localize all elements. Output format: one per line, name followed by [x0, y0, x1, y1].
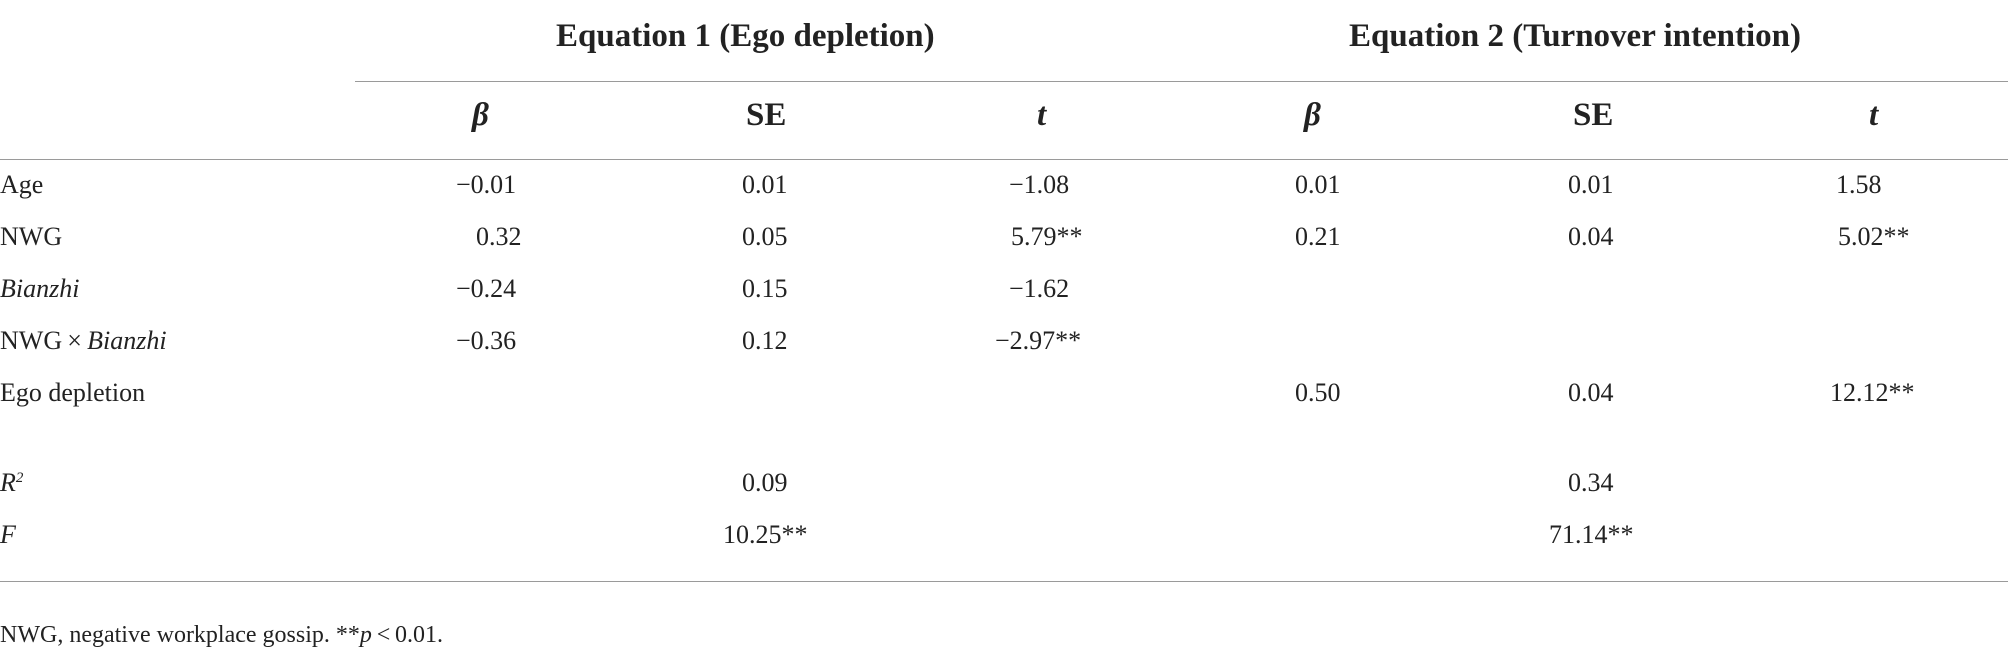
row-label-bianzhi: Bianzhi [0, 274, 80, 303]
cell-age-eq1-se: 0.01 [742, 170, 788, 199]
header-subrule [355, 81, 2008, 82]
cell-age-eq2-t: 1.58 [1836, 170, 1882, 199]
col-head-eq2-t: t [1869, 97, 1879, 133]
r-squared-superscript: 2 [15, 470, 24, 486]
r-squared-letter: R [0, 468, 16, 497]
row-label-nwg-x-prefix: NWG × [0, 326, 88, 355]
cell-interaction-eq1-se: 0.12 [742, 326, 788, 355]
col-head-eq1-beta: β [472, 97, 489, 133]
cell-f-eq2: 71.14** [1549, 520, 1634, 549]
cell-age-eq2-beta: 0.01 [1295, 170, 1341, 199]
cell-r2-eq2: 0.34 [1568, 468, 1614, 497]
group-title-equation-2: Equation 2 (Turnover intention) [1349, 18, 1802, 54]
cell-nwg-eq1-t: 5.79** [1011, 222, 1083, 251]
cell-f-eq1: 10.25** [723, 520, 808, 549]
col-head-eq2-beta: β [1304, 97, 1321, 133]
cell-nwg-eq2-se: 0.04 [1568, 222, 1614, 251]
row-label-bianzhi-italic: Bianzhi [87, 326, 167, 355]
cell-bianzhi-eq1-se: 0.15 [742, 274, 788, 303]
footnote-tail: < 0.01. [371, 622, 444, 648]
cell-bianzhi-eq1-t: −1.62 [1009, 274, 1070, 303]
cell-interaction-eq1-t: −2.97** [995, 326, 1082, 355]
cell-ego-eq2-t: 12.12** [1830, 378, 1915, 407]
row-label-nwg-x-bianzhi: NWG × Bianzhi [0, 326, 167, 356]
cell-ego-eq2-se: 0.04 [1568, 378, 1614, 407]
cell-ego-eq2-beta: 0.50 [1295, 378, 1341, 407]
header-bottom-rule [0, 159, 2008, 160]
col-head-eq2-se: SE [1573, 97, 1614, 133]
cell-interaction-eq1-beta: −0.36 [456, 326, 517, 355]
cell-r2-eq1: 0.09 [742, 468, 788, 497]
cell-age-eq1-t: −1.08 [1009, 170, 1070, 199]
col-head-eq1-se: SE [746, 97, 787, 133]
footnote-p: p [359, 622, 372, 648]
cell-nwg-eq1-beta: 0.32 [476, 222, 522, 251]
cell-age-eq1-beta: −0.01 [456, 170, 517, 199]
cell-age-eq2-se: 0.01 [1568, 170, 1614, 199]
table-bottom-rule [0, 581, 2008, 582]
col-head-eq1-t: t [1037, 97, 1047, 133]
row-label-r-squared: R2 [0, 468, 23, 498]
cell-bianzhi-eq1-beta: −0.24 [456, 274, 517, 303]
row-label-age: Age [0, 170, 44, 199]
row-label-f: F [0, 520, 16, 549]
table-footnote: NWG, negative workplace gossip. **p < 0.… [0, 622, 443, 649]
row-label-nwg: NWG [0, 222, 63, 251]
footnote-text: NWG, negative workplace gossip. ** [0, 622, 360, 648]
cell-nwg-eq2-beta: 0.21 [1295, 222, 1341, 251]
cell-nwg-eq2-t: 5.02** [1838, 222, 1910, 251]
row-label-ego-depletion: Ego depletion [0, 378, 146, 407]
cell-nwg-eq1-se: 0.05 [742, 222, 788, 251]
group-title-equation-1: Equation 1 (Ego depletion) [556, 18, 935, 54]
